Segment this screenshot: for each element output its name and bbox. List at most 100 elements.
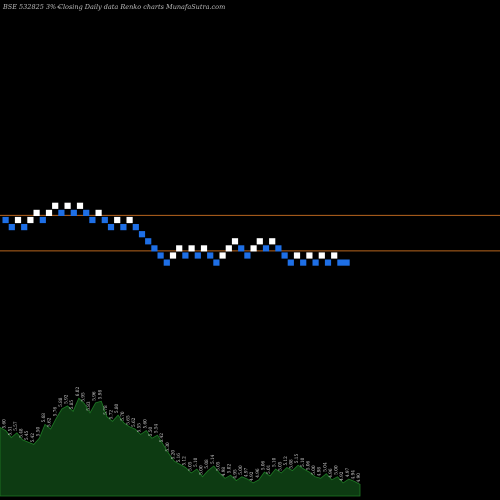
price-area-value-label: 4.98 xyxy=(317,467,322,477)
price-area-value-label: 5.42 xyxy=(30,433,35,443)
price-area-value-label: 5.08 xyxy=(289,459,294,469)
renko-brick-down xyxy=(324,259,332,266)
price-area-value-label: 5.76 xyxy=(52,407,57,417)
price-area-value-label: 5.88 xyxy=(58,397,63,407)
renko-brick-down xyxy=(287,259,294,266)
price-area-value-label: 5.00 xyxy=(334,465,339,475)
price-area-value-label: 5.45 xyxy=(24,430,29,440)
renko-brick-up xyxy=(52,202,59,209)
price-area-value-label: 4.94 xyxy=(350,470,355,480)
renko-brick-up xyxy=(169,252,177,259)
renko-brick-down xyxy=(163,259,170,266)
renko-brick-up xyxy=(64,202,71,209)
renko-brick-up xyxy=(200,245,208,252)
price-area-value-label: 5.12 xyxy=(283,456,288,466)
renko-brick-up xyxy=(256,238,263,245)
renko-brick-down xyxy=(120,224,127,231)
price-area-value-label: 5.57 xyxy=(13,421,18,431)
renko-brick-down xyxy=(132,224,139,231)
price-area-value-label: 5.85 xyxy=(69,400,74,410)
price-area-value-label: 5.92 xyxy=(64,394,69,404)
renko-brick-up xyxy=(250,245,257,252)
price-area-value-label: 5.50 xyxy=(148,427,153,437)
renko-brick-up xyxy=(45,209,53,216)
price-area-value-label: 5.05 xyxy=(277,461,282,471)
renko-brick-down xyxy=(101,216,108,224)
chart-header-description: Closing Daily data Renko charts MunafaSu… xyxy=(58,3,225,11)
price-area-value-label: 4.95 xyxy=(232,469,237,479)
renko-brick-up xyxy=(225,245,232,252)
renko-brick-down xyxy=(151,245,158,252)
renko-brick-up xyxy=(95,209,102,216)
renko-brick-down xyxy=(83,209,90,216)
price-area-value-label: 5.15 xyxy=(294,454,299,464)
price-area-shape xyxy=(0,397,361,497)
renko-brick-down xyxy=(145,238,152,245)
price-area-value-label: 4.97 xyxy=(345,467,350,477)
price-area-value-label: 5.98 xyxy=(97,390,102,400)
renko-brick-down xyxy=(207,252,214,259)
renko-brick-up xyxy=(188,245,195,252)
renko-brick-down xyxy=(8,224,15,231)
renko-brick-down xyxy=(182,252,189,259)
price-area-value-label: 5.42 xyxy=(159,433,164,443)
renko-brick-up xyxy=(114,216,121,224)
price-area-value-label: 4.96 xyxy=(255,468,260,478)
price-area-value-label: 5.68 xyxy=(41,413,46,423)
price-area-value-label: 5.05 xyxy=(215,461,220,471)
renko-brick-down xyxy=(157,252,164,259)
price-area-value-label: 5.10 xyxy=(193,457,198,467)
renko-brick-up xyxy=(331,252,338,259)
renko-brick-down xyxy=(194,252,201,259)
renko-brick-down xyxy=(213,259,220,266)
renko-brick-up xyxy=(318,252,325,259)
price-area-value-label: 5.06 xyxy=(260,460,265,470)
price-area-value-label: 4.92 xyxy=(249,471,254,481)
renko-brick-down xyxy=(244,252,251,259)
price-area-value-label: 4.97 xyxy=(244,467,249,477)
price-area-value-label: 5.10 xyxy=(300,457,305,467)
price-area-value-label: 5.00 xyxy=(199,465,204,475)
price-area-value-label: 5.83 xyxy=(86,401,91,411)
renko-brick-down xyxy=(58,209,65,216)
renko-brick-down xyxy=(39,216,46,224)
price-area-value-label: 5.14 xyxy=(210,454,215,464)
price-area-value-label: 5.62 xyxy=(131,417,136,427)
price-area-value-label: 4.96 xyxy=(328,468,333,478)
price-area-value-label: 5.08 xyxy=(204,459,209,469)
price-area-value-label: 5.06 xyxy=(305,460,310,470)
price-area-value-label: 5.62 xyxy=(47,417,52,427)
renko-brick-up xyxy=(14,216,22,224)
renko-brick-down xyxy=(238,245,245,252)
price-area-value-label: 5.12 xyxy=(182,456,187,466)
renko-brick-down xyxy=(300,259,307,266)
price-area-value-label: 4.98 xyxy=(221,467,226,477)
price-area-value-label: 5.51 xyxy=(7,426,12,436)
renko-brick-down xyxy=(275,245,282,252)
price-area-value-label: 5.10 xyxy=(272,457,277,467)
price-area-value-label: 5.02 xyxy=(227,464,232,474)
renko-brick-down xyxy=(107,224,115,231)
price-area-value-label: 5.64 xyxy=(0,416,1,426)
price-area-value-label: 5.00 xyxy=(238,465,243,475)
renko-brick-down xyxy=(343,259,350,266)
price-area-value-label: 5.95 xyxy=(80,392,85,402)
price-area-value-label: 5.96 xyxy=(92,391,97,401)
renko-brick-down xyxy=(138,231,146,238)
price-area-labels: 5.645.605.515.575.485.455.425.505.685.62… xyxy=(0,387,361,483)
renko-brick-down xyxy=(337,259,344,266)
price-area-value-label: 5.20 xyxy=(170,450,175,460)
price-area-value-label: 4.92 xyxy=(339,471,344,481)
price-area-value-label: 5.30 xyxy=(165,442,170,452)
price-area-value-label: 5.65 xyxy=(125,415,130,425)
chart-header-ticker: BSE 532825 3%~ xyxy=(2,3,62,11)
renko-bricks xyxy=(2,202,350,266)
price-area-value-label: 5.72 xyxy=(109,410,114,420)
price-area-value-label: 5.04 xyxy=(322,462,327,472)
renko-brick-up xyxy=(306,252,313,259)
renko-brick-down xyxy=(21,224,28,231)
price-area-value-label: 5.16 xyxy=(176,453,181,463)
renko-brick-up xyxy=(126,216,133,224)
renko-brick-down xyxy=(70,209,77,216)
renko-brick-up xyxy=(293,252,301,259)
